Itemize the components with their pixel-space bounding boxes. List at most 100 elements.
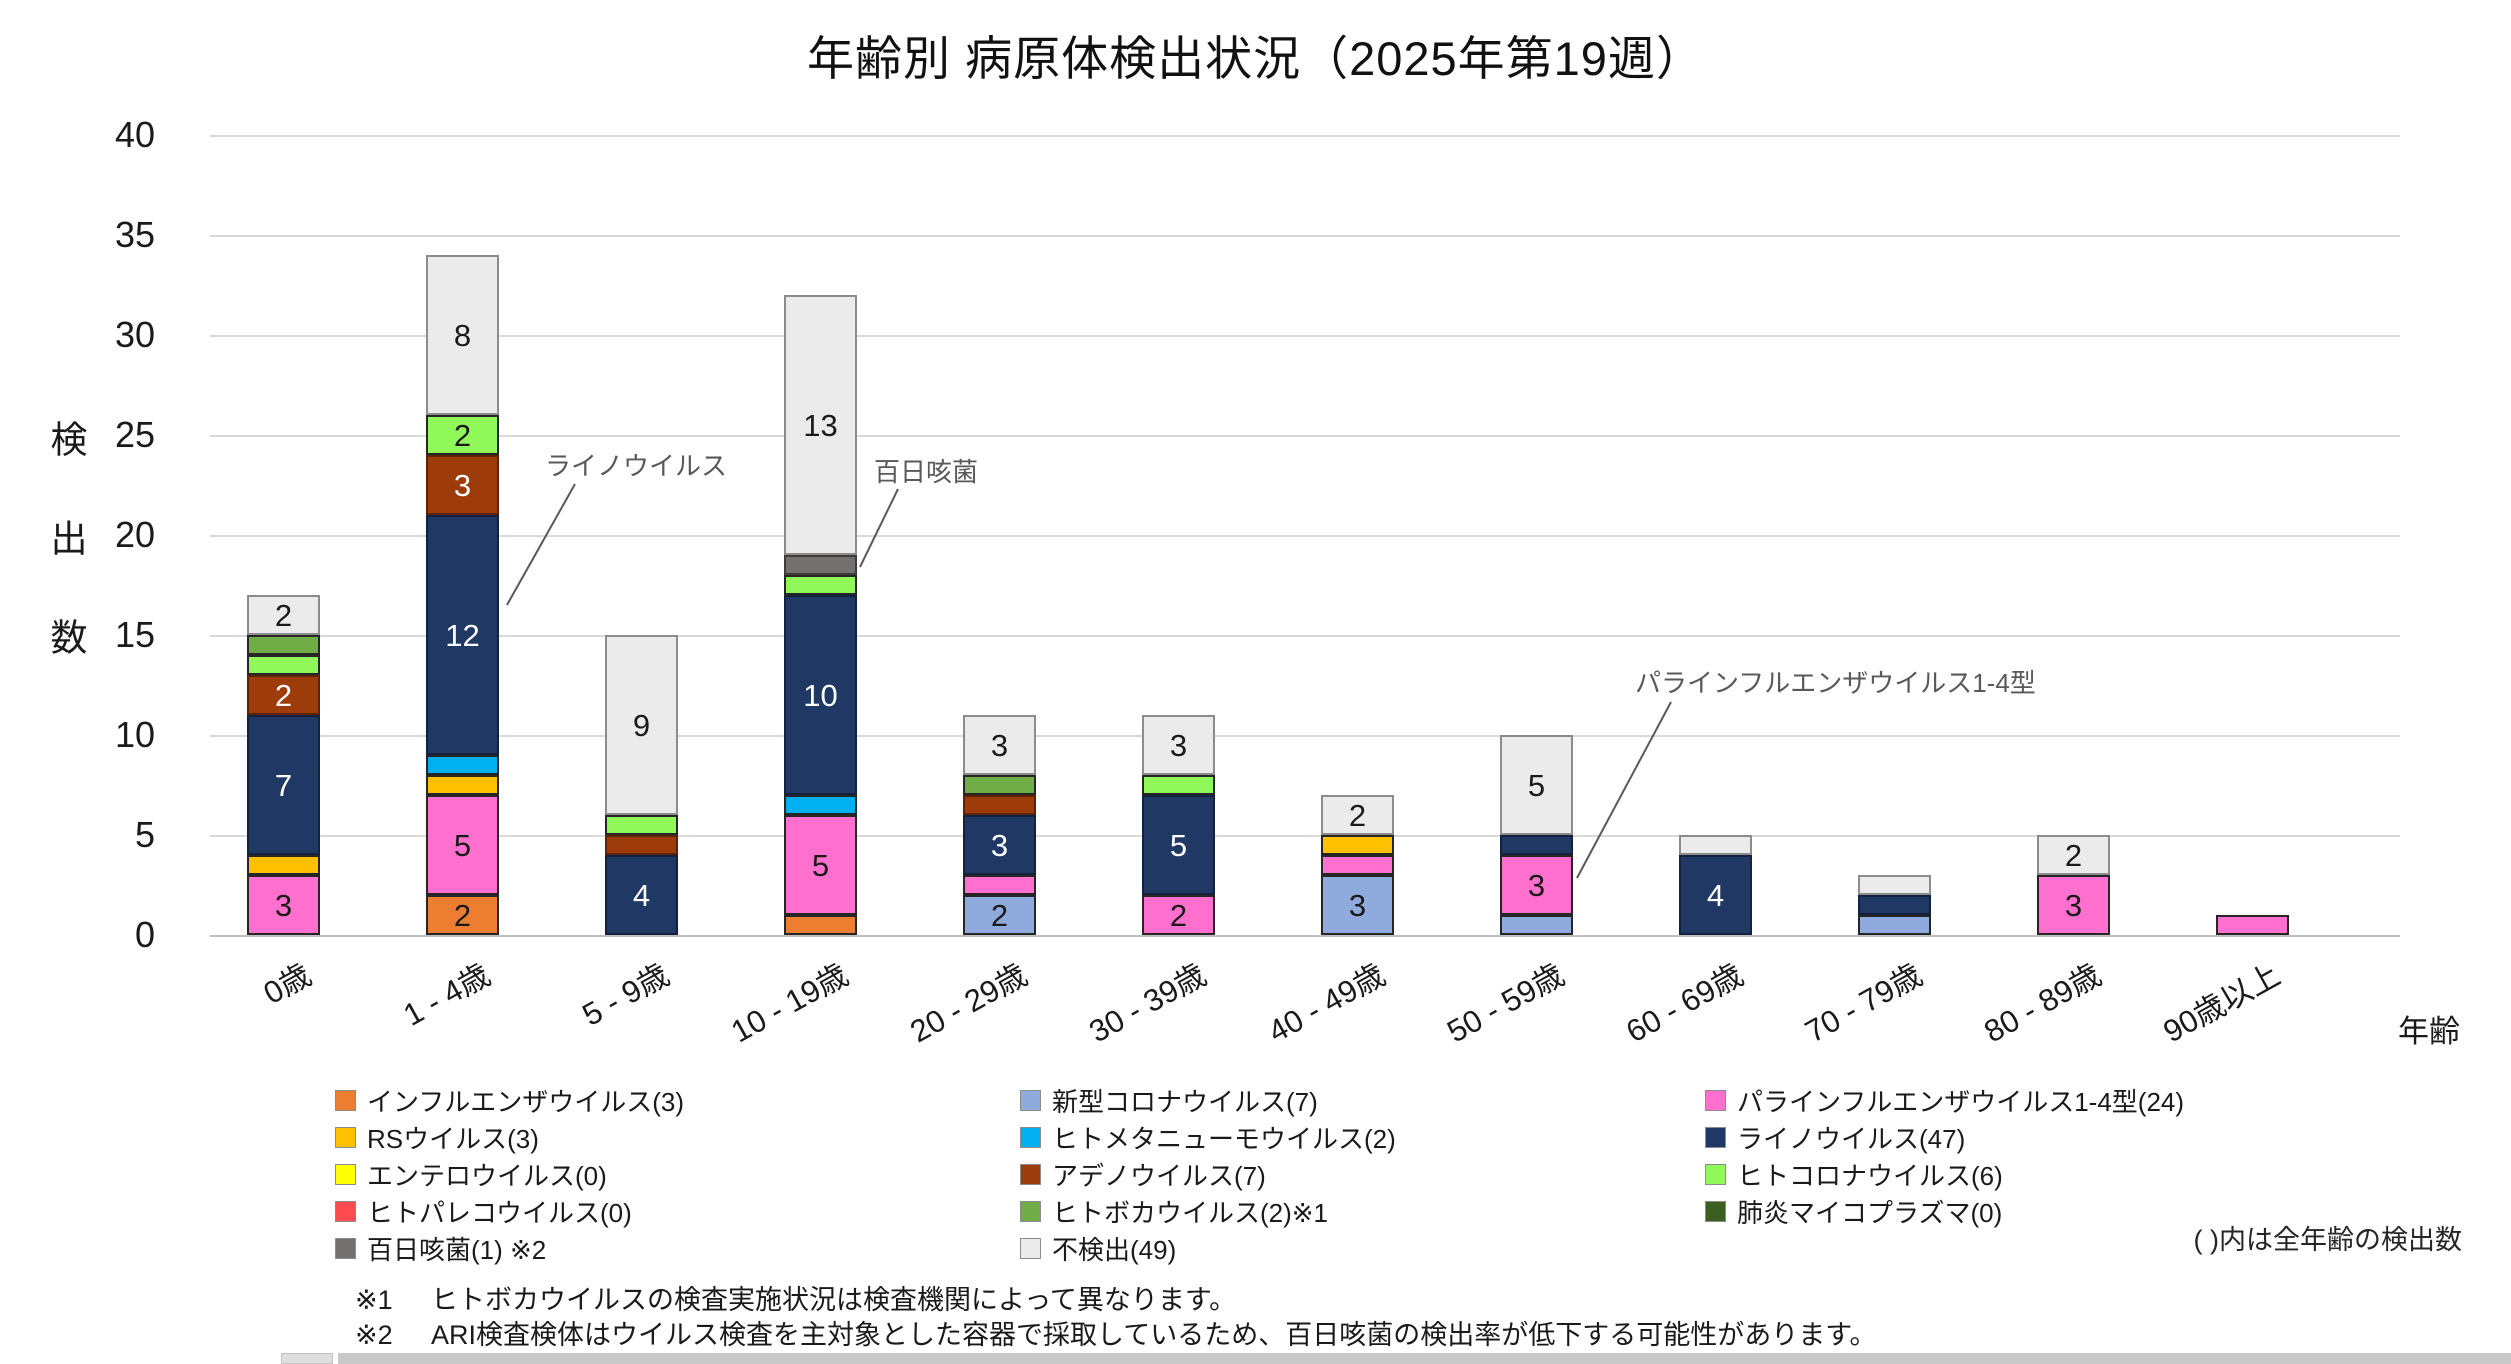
footnote-mark: ※1 (355, 1285, 393, 1315)
legend-item-adeno: アデノウイルス(7) (1020, 1159, 1266, 1191)
y-tick-label: 30 (114, 314, 155, 355)
legend-swatch-flu (335, 1089, 356, 1111)
bar-segment-label: 2 (1169, 897, 1188, 933)
bar-segment-covid: 3 (1321, 875, 1394, 935)
bar-segment-covid (1858, 915, 1931, 935)
bar-segment-flu: 2 (426, 895, 499, 935)
legend-swatch-adeno (1020, 1163, 1041, 1185)
bar-segment-rs (247, 855, 320, 875)
bar-segment-label: 2 (453, 417, 472, 453)
bar-segment-label: 3 (274, 887, 293, 923)
x-tick-label: 0歳 (257, 956, 317, 1012)
bar-segment-rs (1321, 835, 1394, 855)
bar-segment-label: 3 (990, 827, 1009, 863)
bar-segment-rhino: 4 (1679, 855, 1752, 935)
chart-title: 年齢別 病原体検出状況（2025年第19週） (807, 32, 1704, 85)
legend-item-pert: 百日咳菌(1) ※2 (335, 1233, 546, 1265)
bar-segment-label: 5 (1169, 827, 1188, 863)
gridline (210, 535, 2400, 537)
bar-segment-none: 3 (1142, 715, 1215, 775)
legend-item-none: 不検出(49) (1020, 1233, 1176, 1265)
bar-segment-hcov (247, 655, 320, 675)
bar-segment-label: 3 (1348, 887, 1367, 923)
y-tick-label: 20 (114, 514, 155, 555)
bar-segment-label: 4 (1706, 877, 1725, 913)
annotation-text: パラインフルエンザウイルス1-4型 (1635, 668, 2036, 698)
legend-item-pareco: ヒトパレコウイルス(0) (335, 1196, 632, 1228)
bar-segment-meta (784, 795, 857, 815)
legend-label: 肺炎マイコプラズマ(0) (1737, 1197, 2003, 1228)
scrollbar-left-segment[interactable] (281, 1353, 333, 1364)
gridline (210, 435, 2400, 437)
legend-swatch-rhino (1705, 1126, 1726, 1148)
annotation-text: ライノウイルス (545, 451, 728, 481)
bar-segment-none: 2 (2037, 835, 2110, 875)
bar-segment-para: 3 (1500, 855, 1573, 915)
legend-note: ( )内は全年齢の検出数 (2193, 1225, 2462, 1255)
legend-item-rhino: ライノウイルス(47) (1705, 1122, 1965, 1154)
scrollbar-track[interactable] (338, 1353, 2511, 1364)
bar-segment-rhino: 4 (605, 855, 678, 935)
legend-label: インフルエンザウイルス(3) (367, 1086, 684, 1117)
bar-segment-meta (426, 755, 499, 775)
bar-segment-covid (1500, 915, 1573, 935)
bar-segment-para: 3 (247, 875, 320, 935)
legend-swatch-pareco (335, 1200, 356, 1222)
bar-segment-para: 3 (2037, 875, 2110, 935)
bar-segment-rhino: 7 (247, 715, 320, 855)
legend-label: RSウイルス(3) (367, 1123, 539, 1154)
legend-item-myco: 肺炎マイコプラズマ(0) (1705, 1196, 2002, 1228)
footnote-text: ARI検査検体はウイルス検査を主対象とした容器で採取しているため、百日咳菌の検出… (431, 1320, 1877, 1350)
bar-segment-label: 8 (453, 317, 472, 353)
footnote-※2: ※2 ARI検査検体はウイルス検査を主対象とした容器で採取しているため、百日咳菌の… (355, 1313, 1877, 1352)
bar-segment-label: 5 (811, 847, 830, 883)
bar-segment-label: 3 (453, 467, 472, 503)
bar-segment-para (963, 875, 1036, 895)
gridline (210, 635, 2400, 637)
legend-swatch-rs (335, 1126, 356, 1148)
footnote-※1: ※1 ヒトボカウイルスの検査実施状況は検査機関によって異なります。 (355, 1278, 1236, 1317)
plot-area (210, 135, 2400, 937)
bar-segment-label: 7 (274, 767, 293, 803)
x-axis-line (210, 935, 2400, 937)
y-tick-label: 35 (114, 214, 155, 255)
x-tick-label: 90歳以上 (2156, 956, 2286, 1050)
x-tick-label: 60 - 69歳 (1619, 956, 1749, 1050)
x-tick-label: 20 - 29歳 (903, 956, 1033, 1050)
legend-swatch-boca (1020, 1200, 1041, 1222)
bar-segment-para: 2 (1142, 895, 1215, 935)
bar-segment-label: 9 (632, 707, 651, 743)
footnote-mark: ※2 (355, 1320, 393, 1350)
x-tick-label: 30 - 39歳 (1082, 956, 1212, 1050)
bar-segment-label: 2 (990, 897, 1009, 933)
bar-segment-label: 5 (453, 827, 472, 863)
bar-segment-label: 2 (453, 897, 472, 933)
legend-item-flu: インフルエンザウイルス(3) (335, 1085, 684, 1117)
legend-item-entero: エンテロウイルス(0) (335, 1159, 607, 1191)
bar-segment-label: 10 (803, 677, 838, 713)
bar-segment-none: 13 (784, 295, 857, 555)
bar-segment-label: 3 (1527, 867, 1546, 903)
bar-segment-para (2216, 915, 2289, 935)
bar-segment-hcov: 2 (426, 415, 499, 455)
x-tick-label: 70 - 79歳 (1798, 956, 1928, 1050)
gridline (210, 735, 2400, 737)
bar-segment-label: 2 (2064, 837, 2083, 873)
bar-segment-none (1858, 875, 1931, 895)
legend-label: 不検出(49) (1052, 1234, 1177, 1265)
legend-item-boca: ヒトボカウイルス(2)※1 (1020, 1196, 1328, 1228)
bar-segment-none: 9 (605, 635, 678, 815)
legend-swatch-para (1705, 1089, 1726, 1111)
legend-swatch-hcov (1705, 1163, 1726, 1185)
bar-segment-adeno (605, 835, 678, 855)
y-tick-label: 40 (114, 114, 155, 155)
bar-segment-boca (247, 635, 320, 655)
footnote-text: ヒトボカウイルスの検査実施状況は検査機関によって異なります。 (431, 1285, 1237, 1315)
legend-swatch-covid (1020, 1089, 1041, 1111)
legend-label: パラインフルエンザウイルス1-4型(24) (1737, 1086, 2185, 1117)
legend-label: ライノウイルス(47) (1737, 1123, 1966, 1154)
legend-swatch-entero (335, 1163, 356, 1185)
legend-swatch-pert (335, 1237, 356, 1259)
legend-item-rs: RSウイルス(3) (335, 1122, 539, 1154)
